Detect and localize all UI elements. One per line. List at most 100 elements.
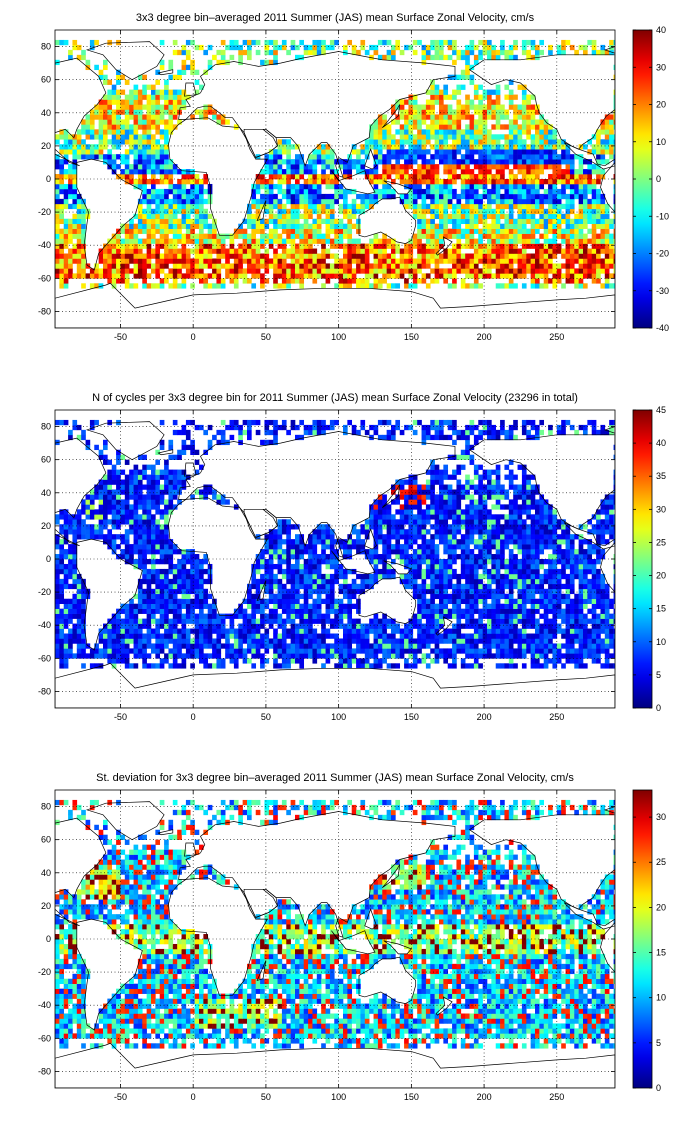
- data-cell: [456, 608, 462, 614]
- data-cell: [439, 154, 444, 160]
- data-cell: [473, 223, 479, 229]
- x-tick-label: 200: [477, 332, 492, 342]
- data-cell: [181, 663, 187, 669]
- data-cell: [316, 238, 322, 244]
- data-cell: [59, 218, 65, 224]
- data-cell: [172, 233, 178, 239]
- data-cell: [164, 278, 169, 284]
- data-cell: [164, 104, 169, 110]
- data-cell: [325, 149, 331, 155]
- data-cell: [316, 174, 322, 180]
- data-cell: [613, 228, 615, 234]
- data-cell: [543, 213, 549, 220]
- data-cell: [316, 638, 322, 644]
- data-cell: [168, 159, 174, 165]
- data-cell: [316, 263, 322, 269]
- data-cell: [574, 193, 579, 200]
- data-cell: [329, 208, 335, 215]
- data-cell: [439, 54, 444, 61]
- data-cell: [574, 174, 579, 180]
- data-cell: [473, 273, 479, 279]
- data-cell: [425, 608, 431, 614]
- data-cell: [430, 268, 435, 274]
- data-cell: [430, 114, 435, 120]
- data-cell: [107, 643, 113, 649]
- data-cell: [456, 139, 462, 145]
- data-cell: [68, 648, 73, 654]
- data-cell: [421, 258, 427, 264]
- data-cell: [548, 134, 553, 140]
- data-cell: [434, 164, 440, 170]
- data-cell: [129, 603, 134, 609]
- data-cell: [81, 648, 86, 654]
- data-cell: [382, 54, 387, 61]
- coastline: [55, 57, 107, 139]
- data-cell: [569, 263, 575, 269]
- data-cell: [260, 653, 265, 659]
- data-cell: [391, 623, 396, 629]
- data-cell: [382, 139, 387, 145]
- data-cell: [408, 628, 414, 634]
- data-cell: [443, 203, 449, 210]
- data-cell: [391, 188, 396, 195]
- data-cell: [395, 159, 401, 165]
- data-cell: [495, 263, 501, 269]
- data-cell: [299, 273, 305, 279]
- data-cell: [229, 653, 235, 659]
- data-cell: [321, 243, 326, 249]
- data-cell: [233, 228, 239, 234]
- data-cell: [469, 238, 475, 244]
- data-cell: [137, 144, 143, 150]
- data-cell: [430, 208, 435, 215]
- data-cell: [356, 208, 361, 215]
- data-cell: [329, 263, 335, 269]
- data-cell: [526, 268, 531, 274]
- data-cell: [286, 179, 291, 185]
- data-cell: [447, 114, 453, 120]
- data-cell: [609, 253, 614, 259]
- data-cell: [561, 653, 566, 659]
- data-cell: [417, 124, 422, 130]
- data-cell: [517, 223, 523, 229]
- data-cell: [203, 618, 209, 624]
- data-cell: [151, 228, 156, 234]
- data-cell: [439, 273, 444, 279]
- data-cell: [521, 84, 527, 90]
- data-cell: [177, 253, 182, 259]
- data-cell: [552, 613, 558, 619]
- data-cell: [255, 268, 261, 274]
- data-cell: [465, 159, 470, 165]
- data-cell: [395, 144, 401, 150]
- data-cell: [251, 618, 257, 624]
- data-cell: [181, 248, 187, 254]
- data-cell: [386, 263, 392, 269]
- data-cell: [535, 253, 540, 259]
- data-cell: [600, 208, 606, 215]
- data-cell: [316, 618, 322, 624]
- data-cell: [107, 258, 113, 264]
- data-cell: [421, 653, 427, 659]
- data-cell: [251, 253, 257, 259]
- data-cell: [452, 44, 457, 51]
- data-cell: [399, 164, 405, 170]
- data-cell: [303, 44, 309, 51]
- data-cell: [552, 628, 558, 634]
- data-cell: [613, 144, 615, 150]
- data-cell: [556, 44, 562, 51]
- data-cell: [103, 159, 108, 165]
- data-cell: [561, 228, 566, 234]
- data-cell: [72, 623, 78, 629]
- data-cell: [404, 134, 409, 140]
- data-cell: [465, 193, 470, 200]
- data-cell: [59, 268, 65, 274]
- data-cell: [552, 653, 558, 659]
- data-cell: [569, 613, 575, 619]
- data-cell: [373, 149, 379, 155]
- data-cell: [216, 233, 222, 239]
- data-cell: [578, 164, 584, 170]
- data-cell: [517, 258, 523, 264]
- data-cell: [465, 139, 470, 145]
- data-cell: [120, 623, 126, 629]
- data-cell: [338, 613, 344, 619]
- data-cell: [329, 213, 335, 220]
